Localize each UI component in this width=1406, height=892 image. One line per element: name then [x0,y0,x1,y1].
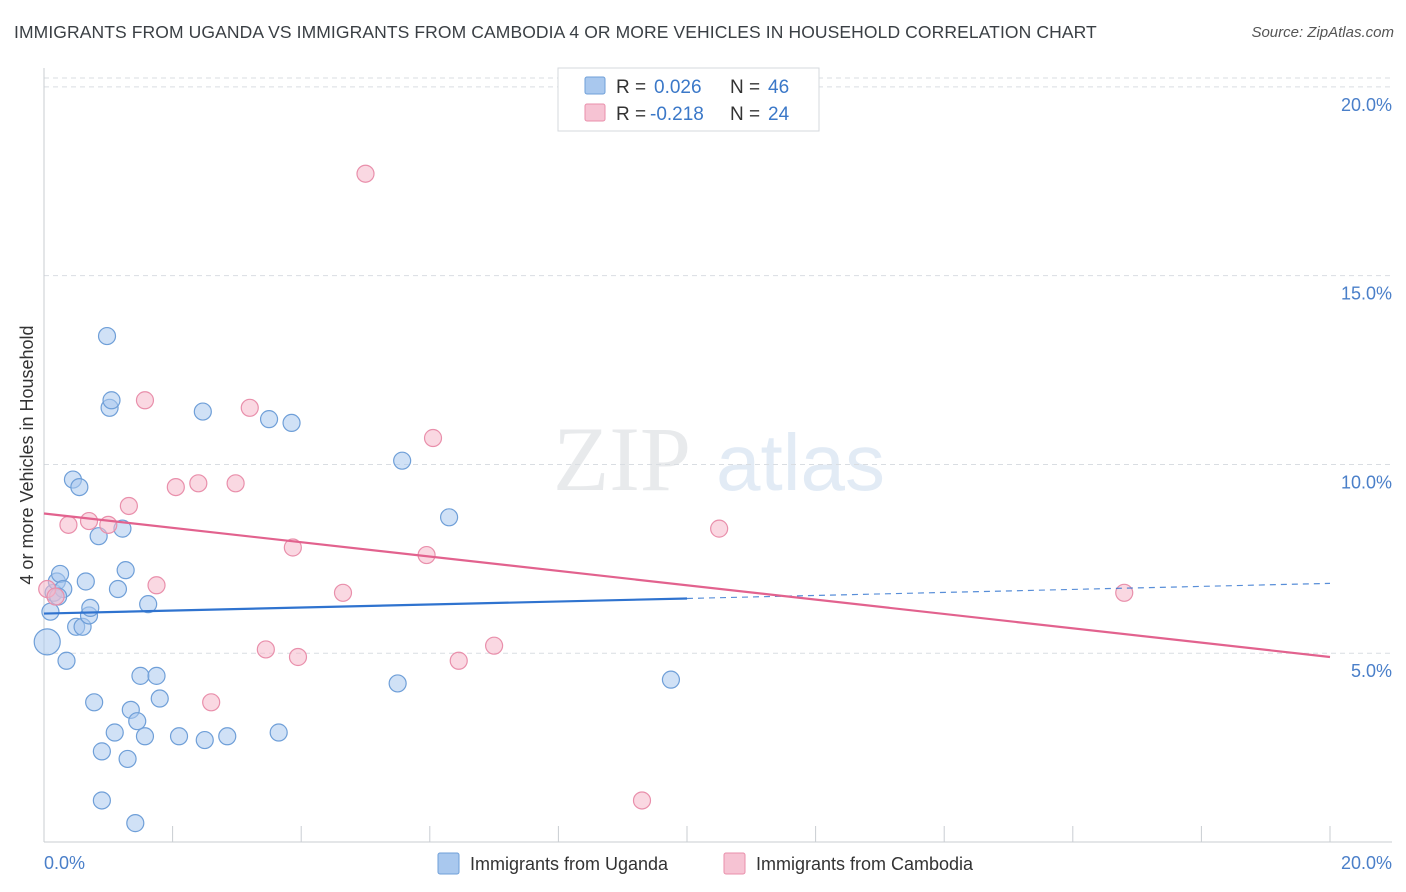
legend-r-label-uganda: R = [616,77,646,98]
legend-r-value-cambodia: -0.218 [650,104,704,125]
uganda-point [128,712,147,731]
watermark-zip: ZIP [553,408,691,510]
y-tick-labels: 5.0% 10.0% 15.0% 20.0% [1341,95,1392,681]
cambodia-point [147,576,166,595]
x-tick-label-min: 0.0% [44,853,85,873]
legend-swatch-cambodia [584,103,606,122]
cambodia-point [189,474,208,493]
correlation-legend: R = 0.026 N = 46 R = -0.218 N = 24 [557,67,820,132]
cambodia-point [59,515,78,534]
uganda-point [135,727,155,746]
uganda-point [118,749,137,769]
legend-r-label-cambodia: R = [616,104,646,125]
cambodia-point [356,164,375,183]
cambodia-point [46,587,65,606]
bottom-legend-label-uganda: Immigrants from Uganda [470,854,669,874]
cambodia-trend-line [43,512,1331,659]
uganda-point [105,723,124,742]
y-tick-label: 10.0% [1341,472,1392,492]
uganda-point [76,572,95,591]
uganda-point [81,598,100,618]
uganda-point [661,670,681,689]
bottom-legend-label-cambodia: Immigrants from Cambodia [756,854,974,874]
uganda-trend-line [43,597,688,615]
trend-lines [43,512,1331,659]
cambodia-point [135,391,155,410]
series-cambodia [38,164,1134,810]
uganda-point [57,651,76,670]
cambodia-point [485,636,504,655]
uganda-point [116,561,135,580]
bottom-legend-swatch-uganda [437,852,460,875]
series-uganda [33,326,681,833]
y-tick-label: 20.0% [1341,95,1392,115]
uganda-point [102,391,121,410]
uganda-point [41,602,60,621]
watermark: ZIP atlas [553,408,885,510]
legend-n-label-cambodia: N = [730,104,760,125]
uganda-point [282,413,301,433]
uganda-point [150,689,169,708]
cambodia-point [166,477,185,497]
legend-swatch-uganda [584,76,606,95]
cambodia-point [449,651,468,670]
legend-n-label-uganda: N = [730,77,760,98]
uganda-point [269,723,288,742]
cambodia-point [710,519,729,538]
uganda-point [70,477,89,497]
uganda-point [195,730,214,750]
uganda-point [169,727,189,746]
chart-title: IMMIGRANTS FROM UGANDA VS IMMIGRANTS FRO… [14,22,1097,42]
uganda-point [33,628,61,656]
cambodia-point [256,640,275,659]
grid [44,77,1392,654]
legend-r-value-uganda: 0.026 [654,77,702,98]
uganda-point [92,742,111,761]
cambodia-point [79,511,99,531]
bottom-legend-swatch-cambodia [723,852,746,875]
uganda-point [259,410,279,429]
y-axis-title: 4 or more Vehicles in Household [17,325,37,584]
cambodia-point [202,693,221,712]
uganda-point [85,693,104,712]
cambodia-point [288,647,308,667]
uganda-point [193,402,212,421]
cambodia-point [99,515,118,534]
uganda-point [131,666,150,685]
cambodia-point [240,398,259,417]
uganda-point [92,791,111,810]
y-tick-label: 5.0% [1351,661,1392,681]
uganda-point [439,508,459,527]
y-tick-label: 15.0% [1341,284,1392,304]
series-legend: Immigrants from Uganda Immigrants from C… [437,852,974,875]
cambodia-point [632,791,652,810]
legend-n-value-uganda: 46 [768,77,789,98]
cambodia-point [283,538,302,557]
cambodia-point [119,496,138,516]
cambodia-point [1115,583,1134,602]
uganda-point [147,666,166,685]
uganda-point [388,674,407,693]
uganda-point [218,727,237,746]
cambodia-point [226,474,245,493]
uganda-point [97,326,117,346]
watermark-atlas: atlas [716,418,885,507]
uganda-point [393,451,412,470]
cambodia-point [333,583,353,602]
uganda-point [50,564,70,584]
cambodia-point [423,428,443,448]
uganda-point [126,814,145,833]
uganda-point [108,579,128,599]
x-tick-label-max: 20.0% [1341,853,1392,873]
source-label: Source: ZipAtlas.com [1251,24,1394,41]
legend-n-value-cambodia: 24 [768,104,790,125]
uganda-trend-extension [686,582,1331,600]
uganda-point [139,595,158,614]
x-ticks [43,826,1331,842]
